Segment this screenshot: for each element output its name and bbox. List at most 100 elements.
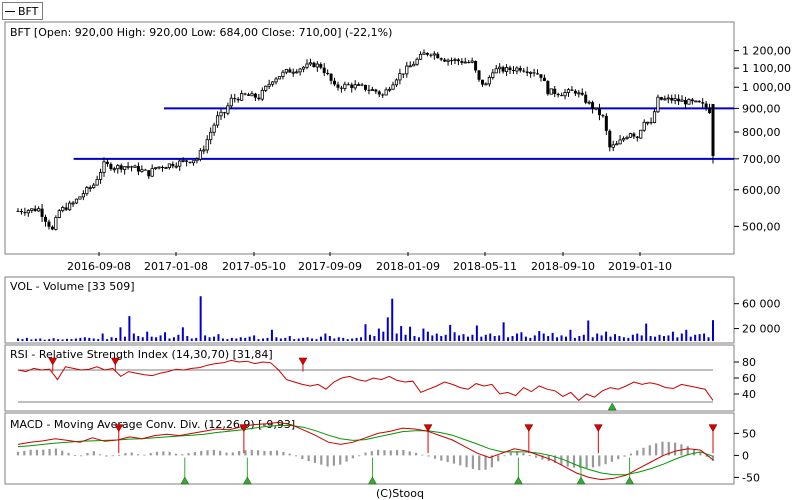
price-bar <box>109 162 113 171</box>
volume-bar <box>689 336 692 341</box>
price-bar-body <box>281 71 285 77</box>
volume-bar <box>360 337 363 341</box>
macd-panel-frame <box>4 412 735 485</box>
price-bar-body <box>164 167 168 169</box>
price-bar <box>666 94 670 104</box>
rsi-y-tick-label: 80 <box>742 356 756 369</box>
price-bar-body <box>401 73 405 75</box>
volume-bar <box>239 337 242 341</box>
price-bar <box>315 61 319 72</box>
macd-histogram-bar <box>465 455 468 468</box>
price-bar-body <box>570 89 574 91</box>
volume-bar <box>213 336 216 341</box>
volume-bar <box>123 336 126 341</box>
price-bar-body <box>250 93 254 97</box>
volume-bar <box>324 333 327 341</box>
volume-bar <box>462 334 465 341</box>
volume-bar <box>524 336 527 341</box>
volume-bar <box>533 335 536 341</box>
volume-bar <box>248 336 251 341</box>
price-bar <box>608 129 612 152</box>
volume-bar <box>302 337 305 341</box>
price-bar <box>277 76 282 80</box>
price-bar <box>136 162 140 176</box>
macd-histogram-bar <box>598 455 601 467</box>
volume-bar <box>556 337 559 341</box>
price-bar-body <box>333 80 337 85</box>
price-bar-body <box>405 65 409 75</box>
price-bar-body <box>704 103 708 108</box>
price-bar-body <box>326 72 330 74</box>
macd-histogram-bar <box>42 449 45 456</box>
price-bar-body <box>529 71 533 74</box>
price-bar <box>708 103 712 114</box>
rsi-plot <box>17 357 714 411</box>
volume-bar <box>698 334 701 341</box>
price-bar-body <box>360 84 364 86</box>
price-bar-body <box>467 62 471 64</box>
price-bar-body <box>690 99 694 102</box>
macd-buy-marker <box>180 476 190 485</box>
price-bar-body <box>487 77 491 85</box>
price-bar-body <box>47 221 51 227</box>
copyright-footer: (C)Stooq <box>375 487 424 500</box>
price-bar <box>226 102 230 116</box>
volume-y-tick-label: 20 000 <box>742 323 781 336</box>
volume-bar <box>97 339 100 341</box>
price-bar-body <box>566 89 571 93</box>
volume-bar <box>217 334 220 341</box>
price-bar <box>68 200 72 211</box>
price-y-tick-label: 900,00 <box>742 102 781 115</box>
macd-histogram-bar <box>187 453 190 456</box>
price-bar <box>247 92 251 96</box>
price-bar <box>171 161 175 169</box>
price-bar <box>40 204 44 222</box>
macd-histogram-bar <box>256 450 260 456</box>
price-x-tick-label: 2018-09-10 <box>531 260 595 273</box>
price-bar <box>116 164 120 174</box>
price-bar <box>350 82 354 93</box>
price-bar-body <box>453 59 457 61</box>
volume-bar <box>431 335 434 341</box>
price-bar <box>322 63 326 77</box>
price-bar-body <box>553 88 557 94</box>
volume-bar <box>204 335 207 341</box>
macd-histogram-bar <box>111 455 114 457</box>
price-bar <box>198 148 202 162</box>
price-bar <box>377 90 381 98</box>
price-bar-body <box>119 165 123 170</box>
volume-bar <box>284 337 287 341</box>
price-bar <box>267 79 271 90</box>
volume-bar <box>538 331 541 341</box>
price-bar <box>150 164 154 177</box>
volume-bar <box>137 336 140 341</box>
price-bar-body <box>615 143 619 146</box>
price-bar <box>301 66 306 73</box>
price-bar-body <box>233 98 237 100</box>
volume-bars <box>17 296 714 341</box>
price-bar <box>57 208 61 219</box>
volume-bar <box>458 335 461 341</box>
volume-bar <box>337 337 340 341</box>
macd-histogram-bar <box>579 455 582 469</box>
price-bar <box>364 84 367 92</box>
price-bar <box>604 113 608 135</box>
volume-bar <box>333 338 336 341</box>
macd-histogram-bar <box>395 450 399 456</box>
price-bar-body <box>61 207 65 212</box>
volume-bar <box>440 336 443 341</box>
price-bar <box>532 68 536 77</box>
price-y-tick-label: 500,00 <box>742 220 781 233</box>
price-bar-body <box>95 179 99 186</box>
volume-bar <box>703 333 706 341</box>
macd-panel-title: MACD - Moving Average Conv. Div. (12,26,… <box>10 418 295 431</box>
price-bar <box>418 51 423 60</box>
price-bar-body <box>697 100 701 103</box>
volume-bar <box>591 337 594 341</box>
macd-histogram-bar <box>490 455 493 468</box>
volume-bar <box>364 324 367 341</box>
volume-bar <box>569 329 572 341</box>
price-bar <box>422 49 426 55</box>
macd-histogram-bar <box>149 452 152 456</box>
